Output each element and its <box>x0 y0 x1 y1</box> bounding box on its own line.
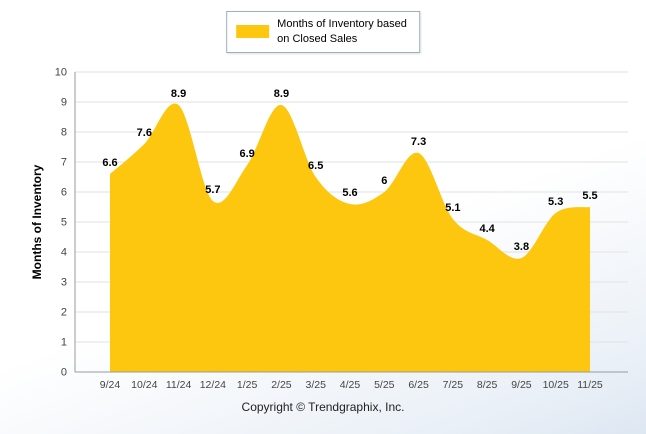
svg-text:5/25: 5/25 <box>374 379 395 391</box>
svg-text:1/25: 1/25 <box>237 379 258 391</box>
svg-text:11/24: 11/24 <box>166 379 192 391</box>
y-axis-labels: 0 1 2 3 4 5 6 7 8 9 10 <box>55 67 67 379</box>
svg-text:4: 4 <box>61 247 67 259</box>
svg-text:10/24: 10/24 <box>131 379 157 391</box>
svg-text:4.4: 4.4 <box>479 223 495 235</box>
legend-label-line1: Months of Inventory based <box>277 18 407 30</box>
legend: Months of Inventory based on Closed Sales <box>226 11 420 53</box>
svg-text:6.5: 6.5 <box>308 160 323 172</box>
svg-text:9/25: 9/25 <box>511 379 532 391</box>
copyright: Copyright © Trendgraphix, Inc. <box>241 400 405 414</box>
svg-text:6: 6 <box>381 175 387 187</box>
svg-text:8: 8 <box>61 127 67 139</box>
svg-text:11/25: 11/25 <box>577 379 603 391</box>
svg-text:1: 1 <box>61 337 67 349</box>
svg-text:10: 10 <box>55 67 67 79</box>
svg-text:12/24: 12/24 <box>200 379 226 391</box>
svg-text:7/25: 7/25 <box>443 379 464 391</box>
svg-text:8.9: 8.9 <box>171 88 186 100</box>
area-series <box>110 103 590 372</box>
svg-text:6/25: 6/25 <box>408 379 429 391</box>
svg-text:2: 2 <box>61 307 67 319</box>
legend-swatch <box>236 25 270 39</box>
svg-text:9: 9 <box>61 97 67 109</box>
svg-text:5.6: 5.6 <box>342 187 357 199</box>
svg-text:7.6: 7.6 <box>137 127 152 139</box>
svg-text:8/25: 8/25 <box>477 379 498 391</box>
svg-text:3/25: 3/25 <box>305 379 326 391</box>
legend-label: Months of Inventory based on Closed Sales <box>277 17 407 47</box>
svg-text:0: 0 <box>61 367 67 379</box>
axes <box>74 72 628 373</box>
svg-text:7.3: 7.3 <box>411 136 426 148</box>
svg-text:2/25: 2/25 <box>271 379 292 391</box>
svg-text:4/25: 4/25 <box>340 379 361 391</box>
svg-text:6.9: 6.9 <box>239 148 254 160</box>
svg-text:5.7: 5.7 <box>205 184 220 196</box>
svg-text:5.1: 5.1 <box>445 202 460 214</box>
svg-text:3: 3 <box>61 277 67 289</box>
svg-text:6.6: 6.6 <box>102 157 117 169</box>
svg-text:7: 7 <box>61 157 67 169</box>
svg-text:5: 5 <box>61 217 67 229</box>
svg-text:5.3: 5.3 <box>548 196 563 208</box>
data-labels: 6.6 7.6 8.9 5.7 6.9 8.9 6.5 5.6 6 7.3 5.1 4.4 3.8 5.3… <box>102 88 597 253</box>
svg-text:3.8: 3.8 <box>514 241 529 253</box>
svg-text:8.9: 8.9 <box>274 88 289 100</box>
svg-text:9/24: 9/24 <box>100 379 121 391</box>
svg-text:6: 6 <box>61 187 67 199</box>
svg-text:5.5: 5.5 <box>582 190 597 202</box>
legend-label-line2: on Closed Sales <box>277 32 358 45</box>
svg-text:10/25: 10/25 <box>543 379 569 391</box>
x-axis-labels: 9/24 10/24 11/24 12/24 1/25 2/25 3/25 4/25 5/25 6… <box>100 379 603 391</box>
